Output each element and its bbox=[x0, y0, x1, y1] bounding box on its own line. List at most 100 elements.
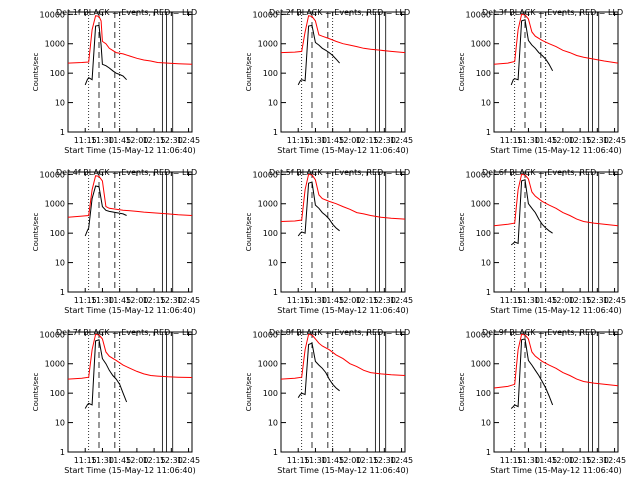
panel-7: 1 10 100 1000 10000 11:1511:3011:4512:0012:15… bbox=[32, 328, 200, 475]
x-tick-label: 12:45 bbox=[603, 136, 626, 145]
x-tick-label: 12:30 bbox=[586, 136, 609, 145]
y-axis-label: Counts/sec bbox=[245, 53, 253, 92]
y-tick-label: 10 bbox=[481, 419, 491, 428]
x-tick-label: 11:45 bbox=[534, 296, 557, 305]
y-tick-label: 1 bbox=[60, 448, 65, 457]
x-axis-label: Start Time (15-May-12 11:06:40) bbox=[277, 146, 408, 155]
y-tick-label: 100 bbox=[50, 69, 65, 78]
x-tick-label: 12:30 bbox=[373, 296, 396, 305]
x-tick-label: 12:30 bbox=[586, 456, 609, 465]
x-tick-label: 11:30 bbox=[304, 136, 327, 145]
series-events-line bbox=[84, 339, 128, 409]
x-tick-label: 11:45 bbox=[321, 296, 344, 305]
plot-frame bbox=[280, 11, 406, 133]
x-tick-label: 11:30 bbox=[91, 136, 114, 145]
y-tick-label: 10000 bbox=[253, 170, 278, 179]
y-tick-label: 1 bbox=[60, 288, 65, 297]
series-events-line bbox=[84, 185, 127, 237]
panel-title: Det 8f BLACK = Events, RED = LLD bbox=[269, 328, 410, 337]
panel-5: 1 10 100 1000 10000 11:1511:3011:4512:0012:15… bbox=[245, 168, 413, 315]
x-tick-label: 11:30 bbox=[91, 296, 114, 305]
x-tick-label: 12:30 bbox=[373, 136, 396, 145]
series-events-line bbox=[510, 338, 554, 409]
y-tick-label: 1000 bbox=[258, 200, 278, 209]
y-tick-label: 100 bbox=[476, 229, 491, 238]
x-tick-label: 12:45 bbox=[603, 456, 626, 465]
x-tick-label: 12:30 bbox=[160, 296, 183, 305]
x-tick-label: 12:00 bbox=[551, 136, 574, 145]
panel-title: Det 9f BLACK = Events, RED = LLD bbox=[482, 328, 623, 337]
x-tick-label: 11:45 bbox=[534, 136, 557, 145]
x-tick-label: 11:15 bbox=[287, 136, 310, 145]
x-tick-label: 11:15 bbox=[287, 456, 310, 465]
y-tick-label: 1 bbox=[273, 288, 278, 297]
y-tick-label: 10 bbox=[55, 99, 65, 108]
x-tick-label: 12:15 bbox=[143, 456, 166, 465]
plot-frame bbox=[67, 171, 193, 293]
series-lld-line bbox=[493, 173, 619, 227]
panel-title: Det 5f BLACK = Events, RED = LLD bbox=[269, 168, 410, 177]
x-tick-label: 11:15 bbox=[74, 456, 97, 465]
x-axis-label: Start Time (15-May-12 11:06:40) bbox=[490, 466, 621, 475]
plot-frame bbox=[493, 331, 619, 453]
x-tick-label: 11:45 bbox=[108, 136, 131, 145]
panel-title: Det 3f BLACK = Events, RED = LLD bbox=[482, 8, 623, 17]
series-lld-line bbox=[67, 333, 193, 380]
x-tick-label: 12:00 bbox=[338, 456, 361, 465]
panel-6: 1 10 100 1000 10000 11:1511:3011:4512:0012:15… bbox=[458, 168, 626, 315]
y-tick-label: 100 bbox=[263, 69, 278, 78]
y-tick-label: 1000 bbox=[45, 40, 65, 49]
series-events-line bbox=[84, 24, 127, 86]
y-axis-label: Counts/sec bbox=[32, 53, 40, 92]
x-tick-label: 11:15 bbox=[287, 296, 310, 305]
x-tick-label: 12:15 bbox=[356, 136, 379, 145]
series-events-line bbox=[297, 181, 340, 237]
series-lld-line bbox=[67, 15, 193, 65]
x-tick-label: 12:15 bbox=[356, 296, 379, 305]
y-tick-label: 10 bbox=[268, 99, 278, 108]
y-tick-label: 100 bbox=[476, 69, 491, 78]
plot-frame bbox=[493, 171, 619, 293]
x-tick-label: 12:45 bbox=[390, 136, 413, 145]
x-tick-label: 11:30 bbox=[304, 456, 327, 465]
series-lld-line bbox=[67, 175, 193, 218]
series-lld-line bbox=[493, 333, 619, 389]
x-tick-label: 12:45 bbox=[390, 456, 413, 465]
y-tick-label: 10000 bbox=[253, 330, 278, 339]
x-tick-label: 11:15 bbox=[500, 296, 523, 305]
y-axis-label: Counts/sec bbox=[458, 53, 466, 92]
x-tick-label: 12:30 bbox=[373, 456, 396, 465]
x-tick-label: 11:45 bbox=[534, 456, 557, 465]
y-tick-label: 1 bbox=[60, 128, 65, 137]
x-axis-label: Start Time (15-May-12 11:06:40) bbox=[277, 306, 408, 315]
y-tick-label: 10 bbox=[55, 419, 65, 428]
y-tick-label: 10 bbox=[481, 259, 491, 268]
x-tick-label: 11:45 bbox=[321, 456, 344, 465]
x-axis-label: Start Time (15-May-12 11:06:40) bbox=[64, 146, 195, 155]
x-tick-label: 12:45 bbox=[603, 296, 626, 305]
x-tick-label: 12:15 bbox=[569, 136, 592, 145]
series-lld-line bbox=[280, 15, 406, 54]
y-tick-label: 10000 bbox=[253, 10, 278, 19]
panel-3: 1 10 100 1000 10000 11:1511:3011:4512:0012:15… bbox=[458, 8, 626, 155]
y-tick-label: 10 bbox=[55, 259, 65, 268]
y-axis-label: Counts/sec bbox=[245, 213, 253, 252]
y-tick-label: 1000 bbox=[258, 360, 278, 369]
y-axis-label: Counts/sec bbox=[32, 213, 40, 252]
x-tick-label: 11:30 bbox=[517, 136, 540, 145]
y-tick-label: 10 bbox=[268, 419, 278, 428]
series-events-line bbox=[297, 24, 340, 86]
x-tick-label: 12:15 bbox=[569, 296, 592, 305]
panel-4: 1 10 100 1000 10000 11:1511:3011:4512:0012:15… bbox=[32, 168, 200, 315]
x-tick-label: 12:00 bbox=[338, 296, 361, 305]
x-tick-label: 11:45 bbox=[321, 136, 344, 145]
series-lld-line bbox=[493, 13, 619, 65]
x-tick-label: 12:30 bbox=[586, 296, 609, 305]
x-tick-label: 12:00 bbox=[338, 136, 361, 145]
y-tick-label: 1000 bbox=[471, 360, 491, 369]
y-tick-label: 1 bbox=[486, 448, 491, 457]
y-tick-label: 10000 bbox=[466, 10, 491, 19]
x-axis-label: Start Time (15-May-12 11:06:40) bbox=[490, 306, 621, 315]
x-tick-label: 11:15 bbox=[500, 456, 523, 465]
